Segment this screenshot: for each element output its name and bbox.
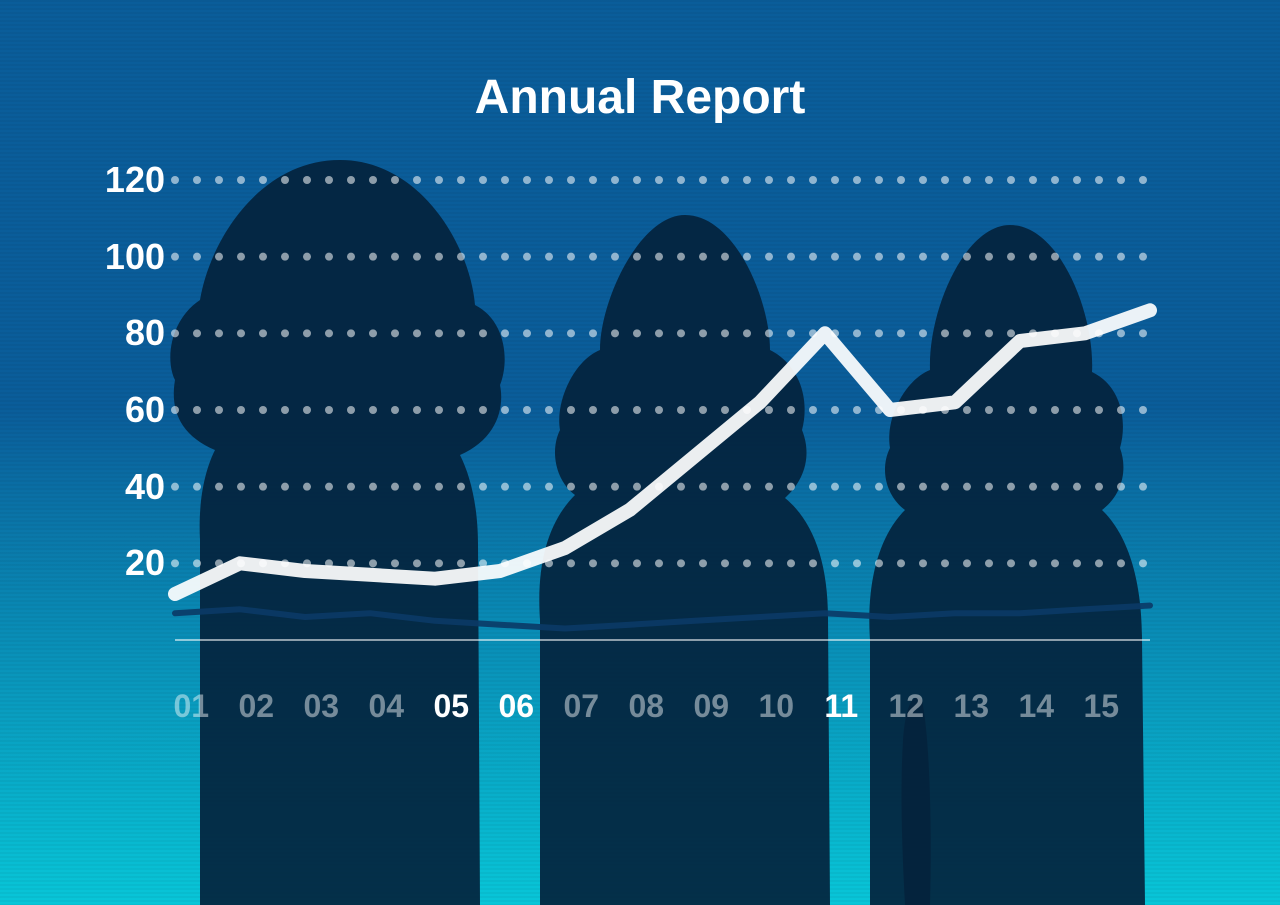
- x-tick-14: 14: [1018, 688, 1054, 725]
- chart-title: Annual Report: [0, 70, 1280, 125]
- x-tick-05: 05: [433, 688, 469, 725]
- x-tick-10: 10: [758, 688, 794, 725]
- x-tick-06: 06: [498, 688, 534, 725]
- y-tick-100: 100: [0, 236, 165, 278]
- y-tick-20: 20: [0, 542, 165, 584]
- series-secondary-flat: [175, 606, 1150, 629]
- x-tick-02: 02: [238, 688, 274, 725]
- chart-layer: [0, 0, 1280, 905]
- x-tick-04: 04: [368, 688, 404, 725]
- x-tick-13: 13: [953, 688, 989, 725]
- x-tick-15: 15: [1083, 688, 1119, 725]
- x-tick-03: 03: [303, 688, 339, 725]
- x-tick-08: 08: [628, 688, 664, 725]
- x-tick-12: 12: [888, 688, 924, 725]
- x-tick-09: 09: [693, 688, 729, 725]
- stage: Annual Report 20 40 60 80 100 120 01 02 03 04 05 0…: [0, 0, 1280, 905]
- chart-grid: [171, 176, 1147, 567]
- x-tick-07: 07: [563, 688, 599, 725]
- chart-series: [175, 310, 1150, 628]
- x-tick-11: 11: [824, 688, 858, 725]
- series-main-trend: [175, 310, 1150, 594]
- y-tick-60: 60: [0, 389, 165, 431]
- x-tick-01: 01: [173, 688, 209, 725]
- y-tick-120: 120: [0, 159, 165, 201]
- y-tick-40: 40: [0, 466, 165, 508]
- y-tick-80: 80: [0, 312, 165, 354]
